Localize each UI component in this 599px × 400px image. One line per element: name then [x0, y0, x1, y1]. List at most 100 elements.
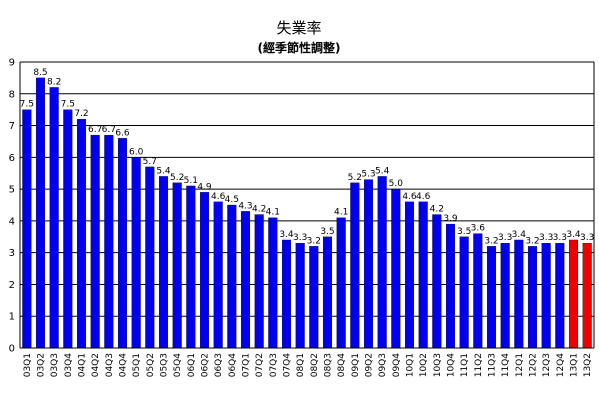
- bar: [432, 214, 442, 349]
- data-label: 3.3: [539, 233, 553, 243]
- bar: [63, 109, 73, 349]
- bar: [568, 239, 579, 349]
- data-label: 6.7: [102, 125, 116, 135]
- bar: [404, 201, 415, 349]
- data-label: 5.2: [348, 173, 362, 183]
- y-tick-label: 2: [9, 280, 15, 291]
- x-tick-label: 13Q1: [570, 353, 580, 377]
- bar: [240, 211, 251, 349]
- x-tick-label: 12Q2: [529, 353, 539, 377]
- bar: [541, 242, 551, 349]
- x-tick-label: 03Q1: [23, 353, 33, 377]
- bar: [254, 214, 264, 349]
- data-label: 3.3: [498, 233, 512, 243]
- x-tick-label: 08Q1: [296, 353, 306, 377]
- bar: [445, 223, 456, 349]
- x-tick-label: 10Q4: [447, 353, 457, 378]
- x-tick-label: 05Q1: [132, 353, 142, 377]
- y-tick-label: 0: [9, 344, 15, 355]
- x-tick-label: 09Q3: [378, 353, 388, 377]
- bar: [473, 233, 483, 349]
- bar: [527, 246, 538, 349]
- bar: [227, 204, 237, 349]
- bar: [322, 236, 333, 349]
- data-label: 4.3: [238, 201, 252, 211]
- x-tick-label: 13Q2: [583, 353, 593, 377]
- data-label: 5.4: [375, 166, 390, 176]
- data-label: 3.9: [443, 214, 458, 224]
- x-tick-label: 09Q4: [392, 353, 402, 378]
- bar: [90, 134, 100, 349]
- x-tick-label: 07Q1: [242, 353, 252, 377]
- data-label: 6.0: [129, 147, 144, 157]
- bar: [555, 242, 565, 349]
- x-tick-label: 08Q4: [337, 353, 347, 378]
- y-tick-label: 6: [9, 153, 15, 164]
- x-tick-label: 11Q1: [460, 353, 470, 377]
- bar: [172, 182, 182, 349]
- data-label: 5.2: [170, 173, 184, 183]
- x-tick-labels: 03Q1 03Q2 03Q3 03Q4 04Q1 04Q2 04Q3 04Q4 05Q1 05Q2…: [23, 353, 593, 378]
- bar: [49, 87, 59, 349]
- data-label: 3.4: [279, 230, 294, 240]
- x-tick-label: 11Q2: [474, 353, 484, 377]
- bar: [186, 185, 196, 349]
- bar: [117, 138, 128, 349]
- y-tick-label: 8: [9, 89, 15, 100]
- data-label: 7.5: [20, 100, 34, 110]
- bar: [76, 119, 87, 349]
- data-label: 4.2: [252, 205, 266, 215]
- y-tick-label: 3: [9, 248, 15, 259]
- x-tick-label: 08Q3: [324, 353, 334, 377]
- x-tick-label: 11Q3: [488, 353, 498, 377]
- data-label: 5.3: [361, 170, 375, 180]
- y-tick-labels: 0 1 2 3 4 5 6 7 8 9: [9, 58, 15, 355]
- bar: [35, 77, 46, 349]
- data-label: 3.3: [293, 233, 307, 243]
- bars: [22, 77, 592, 349]
- y-tick-label: 1: [9, 312, 15, 323]
- data-label: 7.5: [61, 100, 75, 110]
- y-tick-label: 7: [9, 121, 15, 132]
- data-label: 6.7: [88, 125, 102, 135]
- x-tick-label: 06Q1: [187, 353, 197, 377]
- x-tick-label: 04Q2: [91, 353, 101, 377]
- bar: [514, 239, 524, 349]
- data-label: 3.4: [512, 230, 527, 240]
- bar: [22, 109, 32, 349]
- data-label: 3.3: [553, 233, 567, 243]
- data-label: 4.9: [197, 182, 212, 192]
- x-tick-label: 12Q1: [515, 353, 525, 377]
- x-tick-label: 05Q2: [146, 353, 156, 377]
- data-label: 4.5: [225, 195, 239, 205]
- x-tick-label: 06Q4: [228, 353, 238, 378]
- x-tick-label: 11Q4: [501, 353, 511, 378]
- x-tick-label: 07Q3: [269, 353, 279, 377]
- y-tick-label: 9: [9, 58, 15, 69]
- bar: [363, 179, 374, 349]
- bar: [199, 192, 210, 349]
- data-label: 3.2: [307, 236, 321, 246]
- data-label: 3.6: [471, 224, 486, 234]
- chart-subtitle: (經季節性調整): [258, 40, 341, 55]
- gridlines: [20, 61, 594, 317]
- x-tick-label: 06Q2: [201, 353, 211, 377]
- x-tick-label: 03Q2: [37, 353, 47, 377]
- data-label: 8.2: [47, 77, 61, 87]
- data-label: 5.1: [184, 176, 198, 186]
- bar: [158, 176, 169, 349]
- bar: [309, 246, 319, 349]
- bar: [486, 246, 497, 349]
- bar: [104, 134, 114, 349]
- data-label: 4.1: [334, 208, 348, 218]
- data-label: 4.6: [416, 192, 431, 202]
- data-label: 7.2: [74, 109, 88, 119]
- bar: [350, 182, 360, 349]
- bar: [281, 239, 292, 349]
- x-tick-label: 07Q4: [283, 353, 293, 378]
- x-tick-label: 04Q3: [105, 353, 115, 377]
- x-tick-label: 10Q2: [419, 353, 429, 377]
- y-tick-label: 5: [9, 185, 15, 196]
- data-label: 5.7: [143, 157, 157, 167]
